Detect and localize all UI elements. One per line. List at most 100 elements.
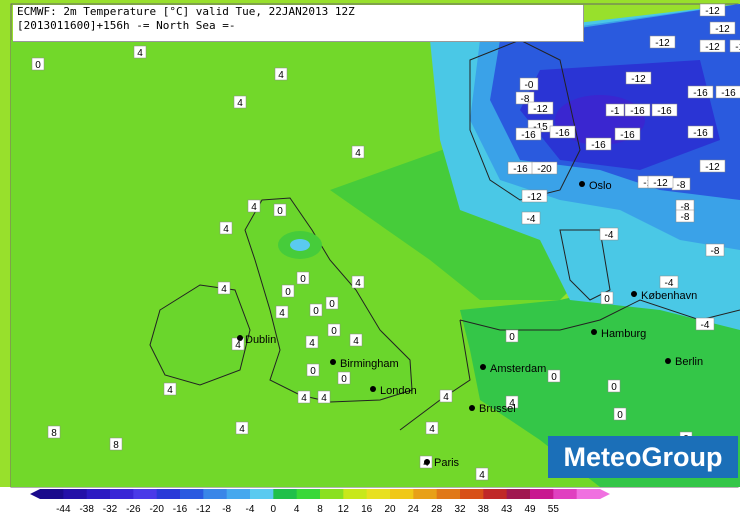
contour-label: -1 bbox=[611, 106, 620, 117]
city-marker-kobenhavn bbox=[631, 291, 637, 297]
contour-label-box bbox=[625, 71, 652, 85]
city-marker-paris bbox=[424, 459, 430, 465]
contour-label-box bbox=[515, 91, 535, 105]
scale-swatch bbox=[436, 489, 461, 499]
scale-swatch bbox=[226, 489, 251, 499]
contour-label-box bbox=[695, 317, 715, 331]
scale-tick-label: 55 bbox=[548, 504, 560, 515]
contour-label: 0 bbox=[617, 410, 623, 421]
contour-label: 0 bbox=[277, 206, 283, 217]
contour-label-box bbox=[699, 3, 726, 17]
contour-label: 0 bbox=[35, 60, 41, 71]
city-marker-london bbox=[370, 386, 376, 392]
contour-label-box bbox=[515, 127, 542, 141]
scale-tick-label: 49 bbox=[524, 504, 536, 515]
contour-label: -12 bbox=[631, 74, 646, 85]
scale-swatch bbox=[506, 489, 531, 499]
scale-tick-label: 43 bbox=[501, 504, 513, 515]
contour-label: 4 bbox=[309, 338, 315, 349]
scale-tick-label: 16 bbox=[361, 504, 373, 515]
contour-label-box bbox=[297, 390, 311, 404]
contour-label: 0 bbox=[329, 299, 335, 310]
contour-label-box bbox=[521, 189, 548, 203]
scale-tick-label: 0 bbox=[271, 504, 277, 515]
city-label-dublin: Dublin bbox=[245, 334, 276, 346]
scale-swatch bbox=[296, 489, 321, 499]
contour-label-box bbox=[273, 203, 287, 217]
run-info: [2013011600]+156h -= North Sea =- bbox=[17, 19, 236, 32]
contour-label-box bbox=[47, 425, 61, 439]
contour-label: 8 bbox=[51, 428, 57, 439]
contour-label-box bbox=[217, 281, 231, 295]
contour-label-box bbox=[687, 85, 714, 99]
contour-label: -16 bbox=[555, 128, 570, 139]
scale-swatch bbox=[273, 489, 298, 499]
contour-label-box bbox=[613, 407, 627, 421]
contour-label-box bbox=[607, 379, 621, 393]
contour-label-box bbox=[325, 296, 339, 310]
contour-label-box bbox=[439, 389, 453, 403]
contour-label-box bbox=[327, 323, 341, 337]
scale-tick-label: -44 bbox=[56, 504, 71, 515]
city-label-london: London bbox=[380, 385, 417, 397]
map-header: ECMWF: 2m Temperature [°C] valid Tue, 22… bbox=[13, 5, 584, 42]
contour-label-box bbox=[309, 303, 323, 317]
contour-label: 4 bbox=[239, 424, 245, 435]
contour-label: 4 bbox=[301, 393, 307, 404]
contour-label-group: 0-12-12-12-12-12-12-0-8-12-16-16-1-16-16… bbox=[31, 3, 740, 481]
contour-label-box bbox=[649, 35, 676, 49]
city-label-berlin: Berlin bbox=[675, 356, 703, 368]
contour-label: -16 bbox=[657, 106, 672, 117]
contour-label-box bbox=[614, 127, 641, 141]
contour-label-box bbox=[351, 145, 365, 159]
scale-tick-label: -26 bbox=[126, 504, 141, 515]
scale-swatch bbox=[553, 489, 578, 499]
scale-arrow-left bbox=[30, 489, 40, 499]
contour-label-box bbox=[475, 467, 489, 481]
contour-label: -4 bbox=[605, 230, 614, 241]
contour-label-box bbox=[521, 211, 541, 225]
contour-label: -16 bbox=[630, 106, 645, 117]
scale-tick-label: 38 bbox=[478, 504, 490, 515]
contour-label: -8 bbox=[681, 202, 690, 213]
scale-swatch bbox=[156, 489, 181, 499]
scale-tick-label: 24 bbox=[408, 504, 420, 515]
contour-label: -12 bbox=[533, 104, 548, 115]
contour-label-box bbox=[599, 227, 619, 241]
contour-label: -12 bbox=[653, 178, 668, 189]
city-marker-oslo bbox=[579, 181, 585, 187]
scale-swatch bbox=[530, 489, 554, 499]
contour-label-box bbox=[659, 275, 679, 289]
contour-label: 0 bbox=[611, 382, 617, 393]
contour-label-box bbox=[675, 209, 695, 223]
contour-label-box bbox=[296, 271, 310, 285]
coast-ireland bbox=[149, 284, 251, 386]
contour-label: -15 bbox=[533, 122, 548, 133]
coast-denmark bbox=[559, 229, 611, 301]
scale-swatch bbox=[483, 489, 508, 499]
contour-label-box bbox=[505, 329, 519, 343]
contour-label: -12 bbox=[705, 162, 720, 173]
contour-label: 4 bbox=[221, 284, 227, 295]
contour-label-box bbox=[235, 421, 249, 435]
cold-spot-scotland-inner bbox=[290, 239, 310, 251]
contour-label-box bbox=[600, 291, 614, 305]
scale-tick-label: 4 bbox=[294, 504, 300, 515]
contour-label-box bbox=[519, 77, 539, 91]
scale-swatch bbox=[110, 489, 134, 499]
city-label-birmingham: Birmingham bbox=[340, 358, 399, 370]
scale-tick-label: 8 bbox=[317, 504, 323, 515]
contour-label: -16 bbox=[521, 130, 536, 141]
scale-arrow-right bbox=[600, 489, 610, 499]
contour-label-box bbox=[233, 95, 247, 109]
contour-label: -20 bbox=[537, 164, 552, 175]
contour-label-box bbox=[317, 390, 331, 404]
contour-label: 4 bbox=[167, 385, 173, 396]
scale-swatch bbox=[203, 489, 228, 499]
scale-swatch bbox=[460, 489, 484, 499]
contour-label: 4 bbox=[355, 278, 361, 289]
contour-label: -12 bbox=[655, 38, 670, 49]
contour-label-box bbox=[337, 371, 351, 385]
city-marker-brussel bbox=[469, 405, 475, 411]
